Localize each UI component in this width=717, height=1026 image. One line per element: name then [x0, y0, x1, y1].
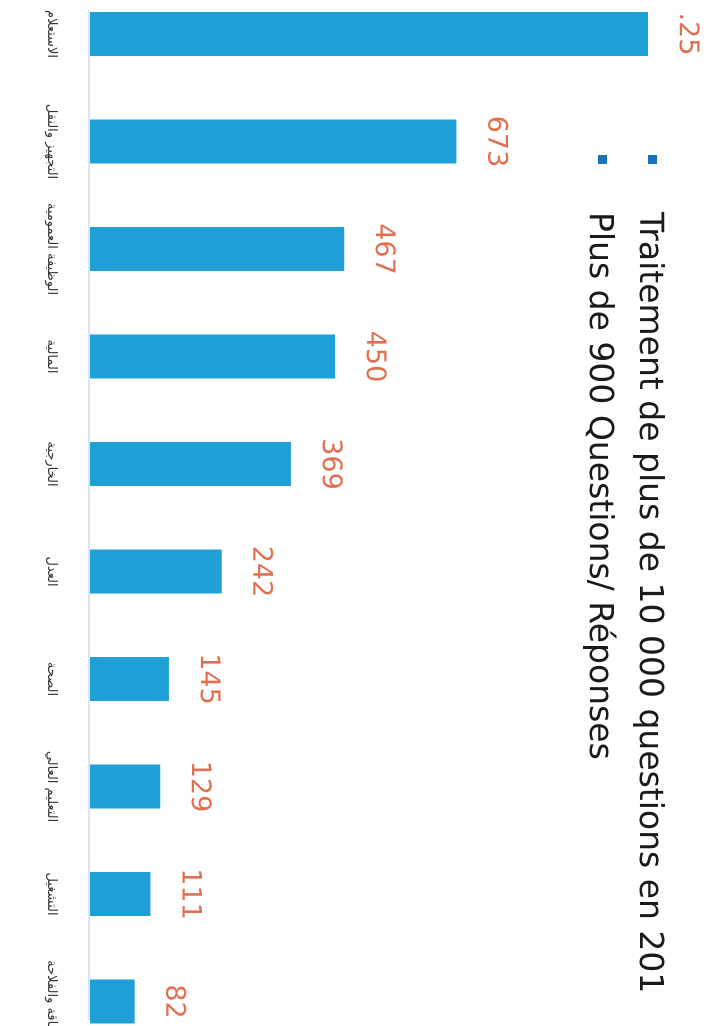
bar-value-label-8: 129: [185, 761, 216, 813]
category-label-1: الاستعلام: [44, 10, 59, 58]
bar-value-label-9: 111: [175, 868, 206, 920]
category-label-7: الصحة: [44, 662, 59, 696]
bullet-item-1: Traitement de plus de 10 000 questions e…: [632, 211, 671, 993]
bar-2: [90, 119, 457, 164]
bar-value-label-6: 242: [247, 546, 278, 598]
bullet-marker-1: [648, 155, 657, 164]
bars-group: [90, 12, 648, 1024]
category-label-6: العدل: [44, 556, 59, 586]
bar-7: [90, 657, 169, 701]
bar-1: [90, 12, 648, 56]
bullet-list: Traitement de plus de 10 000 questions e…: [582, 155, 671, 993]
category-label-10: الطاقة والفلاحة: [44, 960, 59, 1026]
category-label-5: الخارجية: [44, 441, 59, 486]
bar-6: [90, 549, 222, 594]
bar-3: [90, 227, 345, 271]
bar-value-label-2: 673: [481, 116, 512, 168]
bar-5: [90, 442, 291, 486]
bar-value-label-3: 467: [369, 223, 400, 275]
category-labels-group: الاستعلام التجهيز والنقل الوظيفة العمومية ا…: [44, 10, 59, 1026]
bar-10: [90, 979, 135, 1024]
bullet-marker-2: [598, 155, 607, 164]
value-labels-group: .25 673 467 450 369 242 145 129 111 82: [160, 13, 704, 1019]
bar-value-label-10: 82: [160, 984, 191, 1018]
bar-8: [90, 764, 161, 809]
category-label-2: التجهيز والنقل: [44, 104, 59, 179]
bar-4: [90, 334, 335, 379]
category-label-9: التشغيل: [44, 872, 59, 915]
category-label-8: التعليم العالي: [44, 751, 59, 822]
bar-value-label-1: .25: [673, 13, 704, 56]
category-label-3: الوظيفة العمومية: [44, 203, 59, 295]
bar-value-label-4: 450: [360, 331, 391, 383]
bar-value-label-5: 369: [316, 438, 347, 490]
category-label-4: المالية: [44, 340, 59, 374]
bullet-item-2: Plus de 900 Questions/ Réponses: [582, 212, 621, 760]
bar-9: [90, 872, 151, 916]
bar-value-label-7: 145: [194, 653, 225, 705]
